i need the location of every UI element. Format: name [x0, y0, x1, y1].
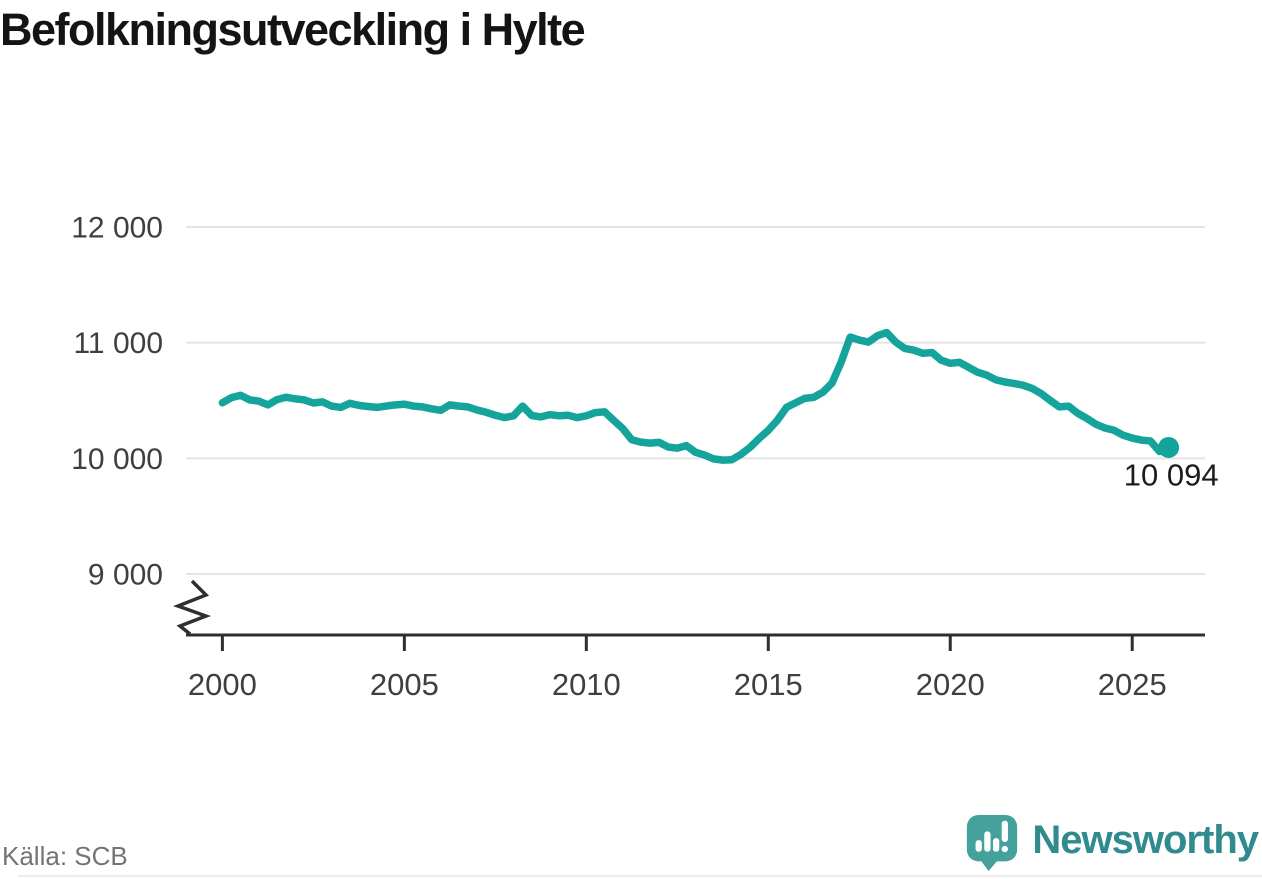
brand-footer: Newsworthy [963, 813, 1259, 873]
logo-bar-2 [984, 831, 991, 852]
newsworthy-logo-icon [967, 814, 1018, 872]
newsworthy-wordmark: Newsworthy [1032, 818, 1259, 862]
x-tick-label: 2005 [370, 667, 439, 702]
last-point-marker [1158, 436, 1180, 458]
population-series-line [218, 328, 1173, 464]
x-tick-label: 2015 [734, 667, 803, 702]
logo-exclamation-bar [1002, 820, 1009, 843]
x-tick-label: 2025 [1098, 667, 1167, 702]
y-tick-label: 12 000 [71, 212, 163, 245]
x-tick-label: 2010 [552, 667, 621, 702]
source-note: Källa: SCB [2, 841, 128, 871]
y-axis-break-icon [173, 579, 212, 636]
y-tick-label: 9 000 [88, 559, 163, 592]
last-point-value-label: 10 094 [1124, 457, 1219, 492]
logo-speech-bubble [967, 814, 1018, 872]
y-tick-label: 10 000 [71, 443, 163, 476]
bottom-rule [18, 875, 1262, 877]
logo-bar-1 [975, 840, 983, 852]
x-tick-label: 2020 [916, 667, 985, 702]
chart-title: Befolkningsutveckling i Hylte [0, 4, 586, 55]
y-tick-label: 11 000 [73, 327, 163, 360]
logo-exclamation-dot [1002, 845, 1009, 853]
x-tick-label: 2000 [188, 667, 257, 702]
logo-bar-3 [993, 838, 1000, 852]
